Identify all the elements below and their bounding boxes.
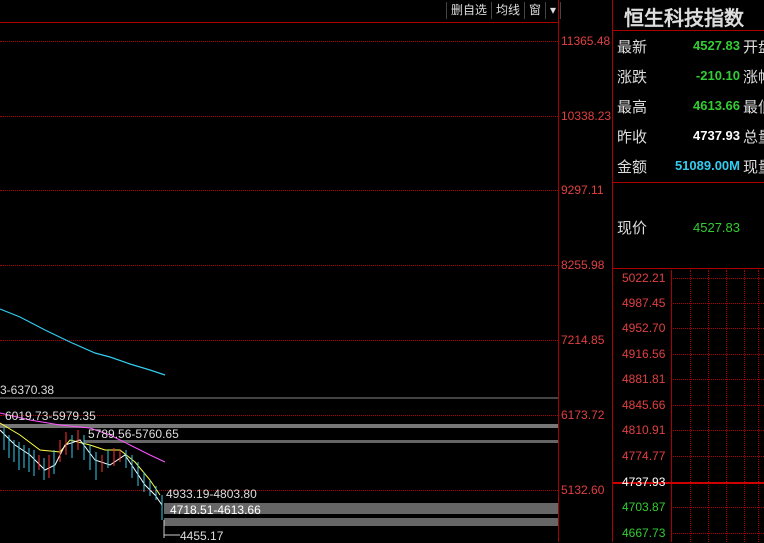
price-axis-divider (558, 0, 559, 542)
ladder-grid-h (673, 379, 764, 380)
moving-average-button[interactable]: 均线 (492, 2, 526, 19)
y-axis-label: 7214.85 (561, 333, 605, 347)
ladder-price-label: 4703.87 (622, 500, 666, 514)
ma-short-line (0, 412, 166, 463)
level-annotation: 4455.17 (180, 529, 224, 543)
ma-long-line (0, 308, 166, 376)
quote-label-current-volume: 现量 (743, 159, 764, 176)
quote-value-high: 4613.66 (693, 98, 740, 113)
ladder-grid-h (673, 278, 764, 279)
grid-line (0, 340, 558, 341)
remove-watchlist-button[interactable]: 删自选 (447, 2, 493, 19)
zone-band (164, 503, 558, 514)
quote-label-change: 涨跌 (617, 69, 648, 86)
ladder-grid-h (673, 328, 764, 329)
candles (3, 428, 163, 520)
zone-band (164, 518, 558, 526)
window-button[interactable]: 窗 (525, 2, 547, 19)
chart-toolbar: 删自选 均线 窗 ▾ (446, 2, 562, 19)
ladder-price-label: 5022.21 (622, 271, 666, 285)
y-axis-label: 6173.72 (561, 408, 605, 422)
quote-label-open: 开盘 (743, 39, 764, 56)
quote-label-latest: 最新 (617, 39, 648, 56)
current-price-label: 现价 (617, 220, 648, 237)
grid-line (0, 490, 558, 491)
ladder-grid-v (708, 270, 709, 542)
zone-band (0, 424, 558, 428)
ladder-top-line (613, 268, 764, 269)
ladder-price-label: 4810.91 (622, 423, 666, 437)
grid-line (0, 116, 558, 117)
ladder-grid-v (690, 270, 691, 542)
grid-line (0, 265, 558, 266)
ladder-price-label: 4916.56 (622, 347, 666, 361)
level-annotation: 5789.56-5760.65 (88, 427, 179, 441)
ladder-grid-h (673, 303, 764, 304)
quote-label-amount: 金额 (617, 159, 648, 176)
level-annotation: 4933.19-4803.80 (166, 487, 257, 501)
quote-label-prev-close: 昨收 (617, 129, 648, 146)
quote-value-change: -210.10 (695, 68, 740, 83)
prev-close-line (613, 482, 764, 484)
quote-label-change-pct: 涨幅 (743, 69, 764, 86)
ma-white-line (0, 429, 163, 506)
ladder-grid-h (673, 354, 764, 355)
ladder-price-label: 4987.45 (622, 296, 666, 310)
ladder-price-label: 4667.73 (622, 526, 666, 540)
ladder-grid-h (673, 405, 764, 406)
ladder-grid-h (673, 456, 764, 457)
quote-label-volume: 总量 (743, 129, 764, 146)
ladder-grid-v (744, 270, 745, 542)
y-axis-label: 9297.11 (561, 183, 604, 197)
title-divider (613, 30, 764, 31)
ladder-price-label: 4881.81 (622, 372, 666, 386)
ladder-price-label: 4737.93 (622, 475, 666, 489)
ladder-price-label: 4774.77 (622, 449, 666, 463)
ladder-axis (671, 270, 672, 542)
quote-label-high: 最高 (617, 99, 648, 116)
current-price-value: 4527.83 (693, 220, 740, 235)
y-axis-label: 11365.48 (561, 34, 611, 48)
grid-line (0, 41, 558, 42)
kline-chart[interactable]: 删自选 均线 窗 ▾ 11365.48 10338.23 9297.11 825… (0, 0, 612, 543)
ladder-price-label: 4952.70 (622, 321, 666, 335)
quote-value-prev-close: 4737.93 (693, 128, 740, 143)
dropdown-button[interactable]: ▾ (546, 2, 562, 19)
zone-band (84, 440, 558, 443)
quote-label-low: 最低 (743, 99, 764, 116)
chart-canvas (0, 308, 558, 538)
level-annotation: 3-6370.38 (0, 383, 55, 397)
ladder-grid-h (673, 533, 764, 534)
ladder-grid-h (673, 507, 764, 508)
ladder-grid-h (673, 430, 764, 431)
ladder-price-label: 4845.66 (622, 398, 666, 412)
level-annotation: 4718.51-4613.66 (170, 503, 261, 517)
grid-line (0, 415, 558, 416)
index-title: 恒生科技指数 (624, 6, 744, 30)
grid-top-line (0, 22, 558, 23)
ladder-grid-v (758, 270, 759, 542)
panel-divider (612, 0, 613, 542)
grid-line (0, 190, 558, 191)
level-annotation: 6019.73-5979.35 (5, 409, 96, 423)
section-divider (613, 182, 764, 183)
y-axis-label: 10338.23 (561, 109, 612, 123)
quote-value-latest: 4527.83 (693, 38, 740, 53)
y-axis-label: 8255.98 (561, 258, 605, 272)
quote-value-amount: 51089.00M (674, 158, 740, 173)
ladder-grid-v (726, 270, 727, 542)
y-axis-label: 5132.60 (561, 483, 605, 497)
